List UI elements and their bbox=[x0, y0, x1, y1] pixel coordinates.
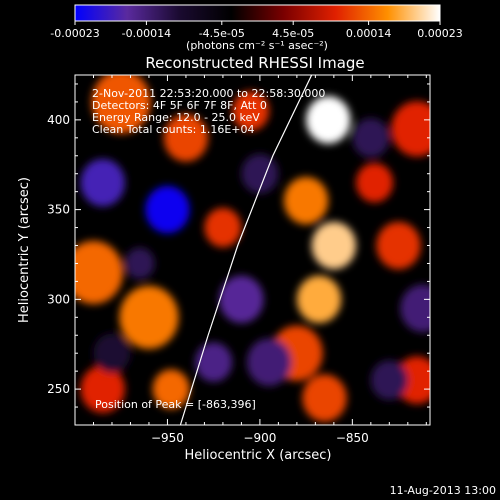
x-tick-label: −900 bbox=[243, 431, 276, 445]
negative-blob bbox=[145, 185, 190, 234]
emission-blob bbox=[376, 221, 421, 270]
emission-blob bbox=[311, 221, 357, 270]
emission-blob bbox=[306, 96, 351, 144]
y-tick-label: 300 bbox=[47, 292, 70, 306]
peak-position-label: Position of Peak = [-863,396] bbox=[95, 398, 256, 411]
emission-blob bbox=[204, 207, 242, 248]
y-tick-label: 350 bbox=[47, 203, 70, 217]
negative-blob bbox=[93, 333, 131, 373]
emission-blob bbox=[391, 101, 430, 157]
emission-blob bbox=[75, 240, 124, 305]
emission-blob bbox=[152, 369, 190, 409]
colorbar-tick-label: 0.00023 bbox=[417, 27, 463, 40]
colorbar-tick-label: -0.00014 bbox=[122, 27, 171, 40]
x-tick-label: −850 bbox=[336, 431, 369, 445]
footer-date: 11-Aug-2013 13:00 bbox=[390, 484, 496, 497]
emission-blob bbox=[283, 176, 329, 225]
emission-blob bbox=[296, 275, 342, 324]
x-axis-label: Heliocentric X (arcsec) bbox=[185, 448, 332, 463]
emission-blob bbox=[232, 91, 270, 131]
info-line-clean: Clean Total counts: 1.16E+04 bbox=[92, 123, 255, 136]
x-tick-label: −950 bbox=[151, 431, 184, 445]
y-tick-label: 250 bbox=[47, 382, 70, 396]
x-axis-ticks: −950 −900 −850 bbox=[74, 75, 427, 445]
info-text: 2-Nov-2011 22:53:20.000 to 22:58:30.000 … bbox=[92, 87, 325, 136]
emission-blob bbox=[302, 374, 347, 422]
negative-blob bbox=[195, 342, 233, 382]
y-axis-label: Heliocentric Y (arcsec) bbox=[17, 177, 32, 323]
colorbar-unit-label: (photons cm⁻² s⁻¹ asec⁻²) bbox=[186, 39, 328, 52]
emission-blob bbox=[119, 285, 179, 349]
emission-blob bbox=[91, 75, 151, 134]
emission-blob bbox=[163, 114, 209, 162]
colorbar-tick-label: 0.00014 bbox=[346, 27, 392, 40]
emission-blob bbox=[356, 162, 394, 203]
heatmap-image bbox=[75, 75, 430, 425]
info-line-time: 2-Nov-2011 22:53:20.000 to 22:58:30.000 bbox=[92, 87, 325, 100]
y-tick-label: 400 bbox=[47, 113, 70, 127]
colorbar bbox=[74, 4, 441, 22]
plot-frame bbox=[74, 74, 431, 426]
emission-blob bbox=[80, 365, 125, 413]
colorbar-ticks: -0.00023 -0.00014 -4.5e-05 4.5e-05 0.00014 0.… bbox=[50, 21, 463, 40]
y-axis-ticks: 250 300 350 400 bbox=[47, 83, 430, 426]
info-line-energy: Energy Range: 12.0 - 25.0 keV bbox=[92, 111, 260, 124]
negative-blob bbox=[124, 247, 155, 280]
negative-blob bbox=[246, 338, 292, 386]
colorbar-tick-label: -0.00023 bbox=[50, 27, 99, 40]
negative-blob bbox=[352, 118, 390, 158]
chart-title: Reconstructed RHESSI Image bbox=[145, 54, 364, 72]
solar-limb-curve bbox=[179, 75, 313, 425]
info-line-detectors: Detectors: 4F 5F 6F 7F 8F, Att 0 bbox=[92, 99, 267, 112]
colorbar-tick-label: 4.5e-05 bbox=[272, 27, 314, 40]
negative-blob bbox=[80, 159, 125, 207]
negative-blob bbox=[400, 284, 430, 333]
negative-blob bbox=[219, 275, 264, 324]
colorbar-tick-label: -4.5e-05 bbox=[199, 27, 245, 40]
negative-blob bbox=[370, 360, 408, 400]
